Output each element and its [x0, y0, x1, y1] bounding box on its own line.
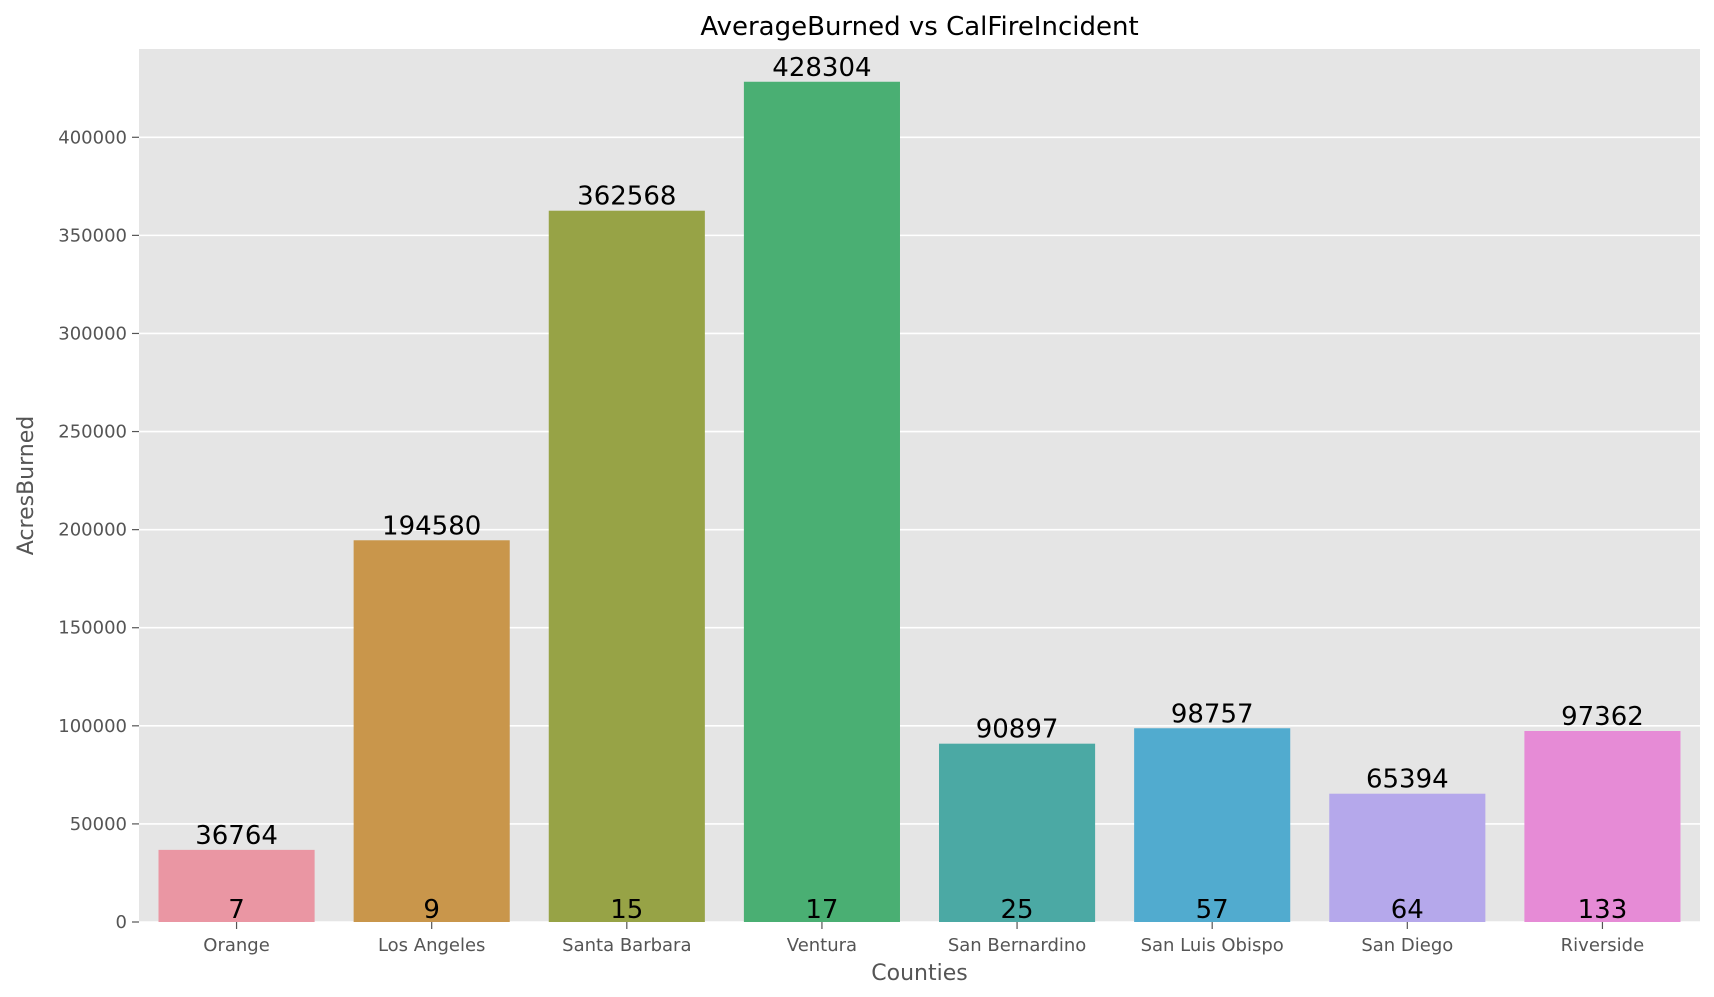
- x-tick-label: Los Angeles: [378, 935, 486, 956]
- y-tick-label: 0: [116, 912, 127, 933]
- bar-count-label: 15: [610, 895, 643, 925]
- bar: [939, 743, 1096, 922]
- x-tick-label: Orange: [203, 935, 270, 956]
- y-tick-label: 100000: [58, 716, 127, 737]
- bar-value-label: 362568: [577, 182, 676, 212]
- x-tick-label: Ventura: [787, 935, 857, 956]
- bars: 36764 7 194580 9 362568 15 428304 17 90897 25 9875…: [158, 53, 1681, 925]
- bar-value-label: 428304: [772, 53, 871, 83]
- y-tick-label: 350000: [58, 225, 127, 246]
- bar-count-label: 9: [423, 895, 440, 925]
- x-tick-label: San Diego: [1361, 935, 1453, 956]
- bar-count-label: 64: [1391, 895, 1424, 925]
- bar: [743, 81, 900, 923]
- y-tick-label: 400000: [58, 127, 127, 148]
- x-tick-label: San Bernardino: [948, 935, 1086, 956]
- bar: [1329, 793, 1486, 922]
- chart-title: AverageBurned vs CalFireIncident: [700, 12, 1138, 42]
- bar: [1134, 728, 1291, 922]
- y-tick-label: 200000: [58, 520, 127, 541]
- y-tick-label: 150000: [58, 618, 127, 639]
- x-axis-label: Counties: [871, 961, 967, 986]
- bar-count-label: 7: [228, 895, 245, 925]
- x-tick-label: Riverside: [1561, 935, 1645, 956]
- bar-count-label: 25: [1001, 895, 1034, 925]
- bar-value-label: 97362: [1561, 702, 1644, 732]
- bar: [353, 540, 510, 922]
- bar-value-label: 194580: [382, 511, 481, 541]
- y-tick-label: 300000: [58, 323, 127, 344]
- x-axis-ticks: Orange Los Angeles Santa Barbara Ventura San…: [203, 922, 1644, 956]
- bar-count-label: 133: [1578, 895, 1628, 925]
- y-axis-label: AcresBurned: [14, 416, 39, 555]
- y-tick-label: 50000: [70, 814, 127, 835]
- bar-count-label: 57: [1196, 895, 1229, 925]
- x-tick-label: Santa Barbara: [562, 935, 691, 956]
- bar-value-label: 65394: [1366, 765, 1449, 795]
- bar-value-label: 90897: [976, 715, 1059, 745]
- y-axis-ticks: 0 50000 100000 150000 200000 250000 300000 3500…: [58, 127, 139, 933]
- y-tick-label: 250000: [58, 422, 127, 443]
- bar-count-label: 17: [805, 895, 838, 925]
- x-tick-label: San Luis Obispo: [1141, 935, 1284, 956]
- bar-value-label: 98757: [1171, 699, 1254, 729]
- bar: [1524, 730, 1681, 922]
- bar: [548, 210, 705, 922]
- bar-value-label: 36764: [195, 821, 278, 851]
- bar: [158, 849, 315, 922]
